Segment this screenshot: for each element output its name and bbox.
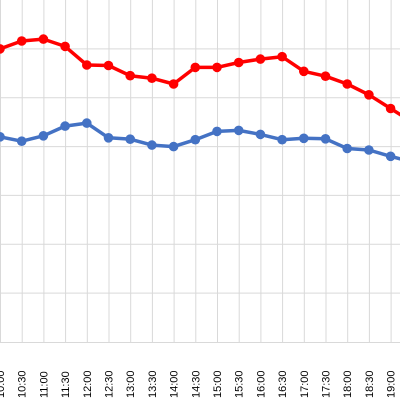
x-tick-label: 16:30 <box>277 370 289 398</box>
x-tick-label: 18:30 <box>364 370 376 398</box>
x-tick-label: 11:00 <box>38 371 50 398</box>
data-point <box>16 36 27 46</box>
data-point <box>277 134 287 145</box>
x-tick-label: 18:00 <box>342 370 354 398</box>
data-point <box>385 103 396 114</box>
x-tick-label: 17:00 <box>299 370 311 398</box>
data-point <box>190 134 201 145</box>
data-point <box>364 145 374 155</box>
x-tick-label: 10:30 <box>17 370 29 398</box>
data-point <box>255 54 266 64</box>
x-tick-label: 14:30 <box>190 370 202 398</box>
series-line <box>0 37 400 117</box>
data-point <box>299 66 309 77</box>
data-point <box>0 132 5 142</box>
x-tick-label: 14:00 <box>169 370 181 398</box>
data-point <box>103 133 114 143</box>
data-point <box>212 126 222 137</box>
x-tick-label: 10:00 <box>0 370 7 398</box>
data-point <box>16 136 27 146</box>
x-tick-label: 12:00 <box>82 370 94 398</box>
data-point <box>82 118 92 128</box>
data-point <box>38 34 49 44</box>
data-point <box>342 79 353 89</box>
x-tick-label: 15:00 <box>212 370 224 398</box>
grid <box>0 0 400 343</box>
x-tick-label: 17:30 <box>321 370 333 398</box>
x-tick-label: 15:30 <box>234 370 246 398</box>
x-tick-label: 13:00 <box>125 370 137 398</box>
data-point <box>168 141 179 152</box>
data-point <box>60 121 70 131</box>
data-point <box>255 129 266 140</box>
data-point <box>103 60 114 71</box>
data-point <box>212 62 222 73</box>
data-point <box>320 71 331 81</box>
x-tick-label: 13:30 <box>147 370 159 398</box>
data-point <box>82 60 92 70</box>
data-point <box>147 73 157 83</box>
data-point <box>168 79 179 89</box>
x-tick-label: 16:00 <box>255 370 267 398</box>
series-2 <box>0 118 400 162</box>
data-point <box>147 140 157 150</box>
data-point <box>60 41 70 52</box>
data-point <box>277 51 287 62</box>
data-point <box>364 90 374 100</box>
x-tick-label: 11:30 <box>60 371 72 398</box>
data-point <box>320 134 331 144</box>
x-tick-label: 12:30 <box>104 370 116 398</box>
x-tick-label: 19:00 <box>386 370 398 398</box>
x-axis-tick-labels: 10:00 10:30 11:00 11:30 12:00 12:30 13:00 13:30… <box>0 370 398 398</box>
data-point <box>190 62 201 73</box>
data-point <box>299 133 309 144</box>
series-1 <box>0 34 400 117</box>
series-line <box>0 121 400 161</box>
series-layer <box>0 34 400 162</box>
data-point <box>385 151 396 162</box>
data-point <box>233 125 244 136</box>
data-point <box>342 143 353 154</box>
data-point <box>125 70 135 81</box>
data-point <box>233 57 244 68</box>
data-point <box>125 134 135 144</box>
data-point <box>0 44 5 54</box>
data-point <box>38 131 49 141</box>
